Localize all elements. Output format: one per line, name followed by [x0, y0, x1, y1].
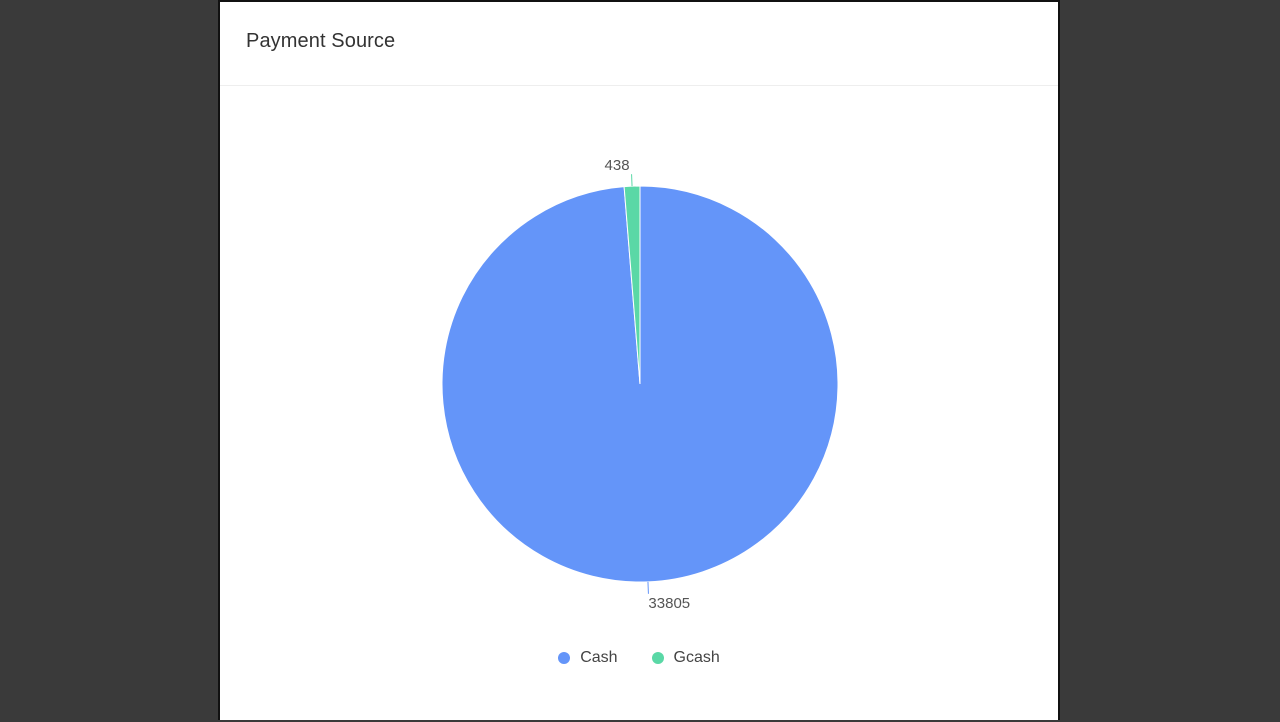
legend-label-gcash: Gcash: [674, 649, 720, 667]
legend-label-cash: Cash: [580, 649, 617, 667]
data-label-gcash: 438: [605, 157, 630, 174]
payment-source-card: Payment Source 33805 438 Cash Gcash: [218, 0, 1060, 720]
legend-dot-cash: [558, 652, 570, 664]
legend-item-cash[interactable]: Cash: [558, 649, 617, 667]
data-label-cash: 33805: [648, 595, 690, 612]
pie-chart-area: 33805 438 Cash Gcash: [220, 86, 1058, 722]
legend-dot-gcash: [652, 652, 664, 664]
card-title: Payment Source: [246, 30, 395, 53]
legend-item-gcash[interactable]: Gcash: [652, 649, 720, 667]
chart-legend: Cash Gcash: [220, 649, 1058, 667]
card-header: Payment Source: [220, 2, 1058, 86]
pie-chart: 33805 438: [220, 86, 1058, 626]
